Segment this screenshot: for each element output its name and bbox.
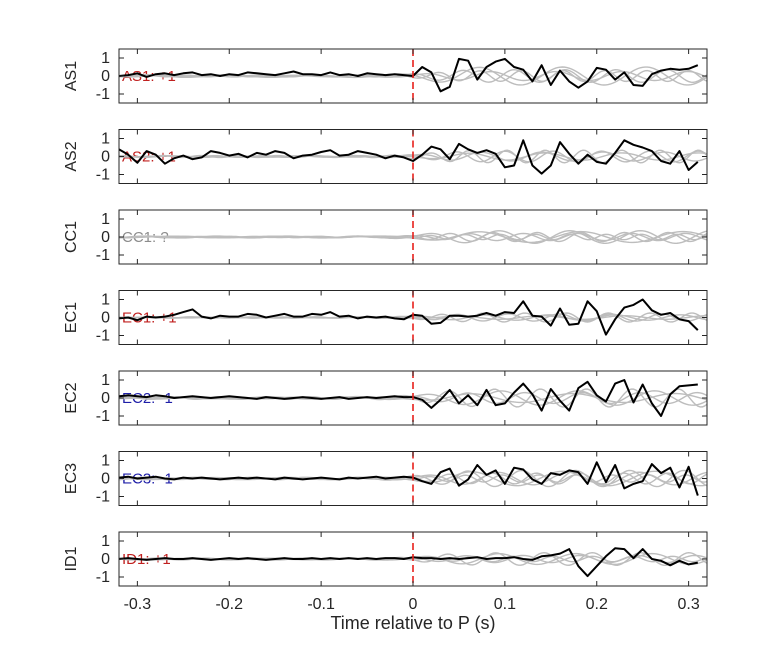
x-tick-label: 0 (409, 596, 418, 613)
station-axis-label: EC3 (63, 463, 80, 494)
y-tick-label: 0 (101, 68, 110, 85)
y-tick-label: 0 (101, 149, 110, 166)
y-tick-label: -1 (96, 86, 110, 103)
y-tick-label: -1 (96, 569, 110, 586)
main-trace (119, 57, 699, 93)
y-tick-label: -1 (96, 408, 110, 425)
station-axis-label: EC1 (63, 302, 80, 333)
y-tick-label: 1 (101, 453, 110, 470)
y-tick-label: 1 (101, 533, 110, 550)
y-tick-label: 1 (101, 292, 110, 309)
y-tick-label: 1 (101, 131, 110, 148)
x-tick-label: 0.2 (586, 596, 608, 613)
y-tick-label: -1 (96, 328, 110, 345)
x-axis: -0.3 -0.2 -0.1 0 0.1 0.2 0.3 (124, 596, 700, 613)
y-tick-label: 1 (101, 372, 110, 389)
y-tick-label: 0 (101, 229, 110, 246)
station-axis-label: AS2 (63, 141, 80, 171)
station-axis-label: EC2 (63, 382, 80, 413)
x-axis-label: Time relative to P (s) (330, 613, 495, 633)
y-tick-label: 0 (101, 310, 110, 327)
x-tick-label: -0.3 (124, 596, 152, 613)
station-axis-label: AS1 (63, 61, 80, 91)
station-axis-label: ID1 (63, 546, 80, 571)
x-tick-label: -0.2 (215, 596, 243, 613)
main-trace (119, 298, 699, 336)
station-axis-label: CC1 (63, 221, 80, 253)
y-tick-label: -1 (96, 167, 110, 184)
y-tick-label: 0 (101, 390, 110, 407)
y-tick-label: 0 (101, 551, 110, 568)
y-tick-label: 1 (101, 50, 110, 67)
y-tick-label: -1 (96, 489, 110, 506)
main-trace (119, 379, 698, 417)
x-tick-label: 0.1 (494, 596, 516, 613)
main-trace (119, 139, 699, 175)
main-trace (119, 461, 699, 496)
y-tick-label: 1 (101, 211, 110, 228)
x-tick-label: -0.1 (307, 596, 335, 613)
y-tick-label: 0 (101, 471, 110, 488)
y-tick-label: -1 (96, 247, 110, 264)
main-trace (119, 547, 699, 578)
x-tick-label: 0.3 (678, 596, 700, 613)
